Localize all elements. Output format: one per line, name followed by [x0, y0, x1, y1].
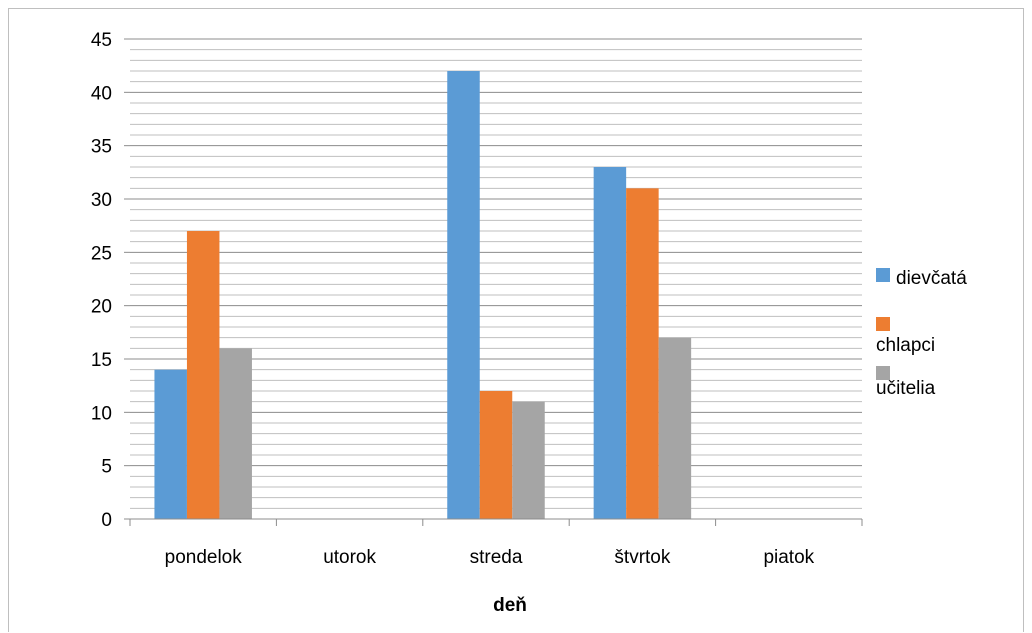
- x-category-label: pondelok: [165, 547, 243, 568]
- x-category-label: utorok: [323, 547, 376, 568]
- bar-chlapci-pondelok: [186, 231, 220, 519]
- y-tick-label: 20: [91, 297, 112, 318]
- y-tick-label: 10: [91, 403, 112, 424]
- x-axis-title: deň: [493, 595, 527, 616]
- bar-dievčatá-štvrtok: [593, 167, 627, 519]
- y-tick-label: 15: [91, 350, 112, 371]
- x-axis: [129, 518, 863, 526]
- bar-učitelia-streda: [512, 401, 545, 519]
- x-category-label: štvrtok: [614, 547, 670, 568]
- legend: dievčatá chlapci učitelia: [876, 268, 967, 399]
- legend-swatch: [876, 366, 890, 380]
- legend-swatch: [876, 268, 890, 282]
- y-tick-label: 25: [91, 243, 112, 264]
- legend-label: učitelia: [876, 378, 936, 399]
- x-category-label: streda: [470, 547, 523, 568]
- y-tick-label: 5: [101, 457, 112, 478]
- bars: [154, 71, 692, 520]
- legend-swatch: [876, 317, 890, 331]
- bar-učitelia-štvrtok: [658, 337, 692, 519]
- y-tick-label: 35: [91, 137, 112, 158]
- y-tick-label: 45: [91, 30, 112, 51]
- bar-chlapci-streda: [479, 391, 513, 519]
- bar-chlapci-štvrtok: [626, 188, 659, 520]
- bar-učitelia-pondelok: [219, 348, 252, 519]
- bar-dievčatá-streda: [447, 71, 480, 519]
- legend-label: dievčatá: [896, 268, 967, 289]
- y-tick-label: 30: [91, 190, 112, 211]
- y-tick-label: 40: [91, 83, 112, 104]
- y-axis-ticks: 0 5 10 15 20 25 30 35 40 45: [91, 30, 130, 531]
- bar-dievčatá-pondelok: [154, 369, 187, 519]
- y-tick-label: 0: [101, 510, 112, 531]
- chart-frame: [8, 8, 1024, 632]
- legend-label: chlapci: [876, 335, 935, 356]
- x-axis-categories: pondelok utorok streda štvrtok piatok: [165, 547, 815, 568]
- x-category-label: piatok: [763, 547, 814, 568]
